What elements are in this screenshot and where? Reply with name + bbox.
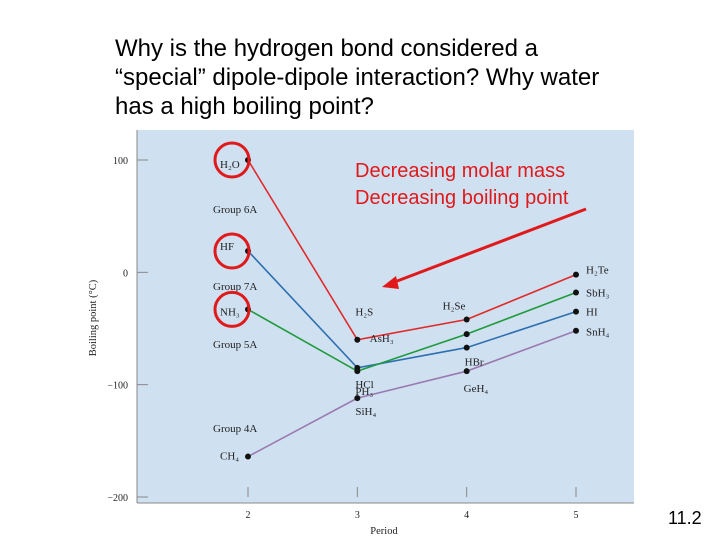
data-point	[245, 453, 251, 460]
x-tick-label: 5	[574, 510, 579, 521]
annotation-text: Decreasing molar mass Decreasing boiling…	[355, 158, 568, 212]
group-label: Group 4A	[213, 423, 257, 435]
compound-label: SnH₄	[586, 327, 610, 339]
compound-label: SiH₄	[355, 406, 376, 418]
data-point	[573, 327, 579, 334]
point-labels: H₂O H₂S H₂Se H₂Te HF HCl HBr HI NH₃ PH₃ AsH₃ SbH₃ CH…	[220, 159, 610, 463]
annotation-arrowhead	[382, 276, 399, 289]
compound-label: HBr	[465, 357, 484, 369]
series-name-labels: Group 6A Group 7A Group 5A Group 4A	[213, 204, 257, 435]
compound-label: CH₄	[220, 451, 239, 463]
y-axis-title: Boiling point (°C)	[88, 279, 99, 356]
highlight-circles	[213, 141, 251, 328]
compound-label: PH₃	[355, 386, 373, 398]
compound-label: HI	[586, 307, 598, 319]
series-line	[247, 291, 577, 373]
data-point	[463, 344, 470, 351]
compound-label: H₂S	[355, 307, 373, 319]
compound-label: GeH₄	[464, 383, 489, 395]
y-tick-label: −100	[107, 381, 128, 392]
data-point	[463, 331, 470, 338]
group-label: Group 5A	[213, 339, 257, 351]
y-tick-label: 100	[113, 156, 128, 167]
highlight-circle	[213, 141, 251, 179]
group-label: Group 6A	[213, 204, 257, 216]
x-tick-label: 3	[355, 510, 360, 521]
heading-line-3: has a high boiling point?	[115, 93, 374, 120]
axis-ticks: 100 0 −100 −200 2 3 4 5	[107, 156, 578, 521]
data-point	[573, 271, 579, 278]
annotation-line-2: Decreasing boiling point	[355, 187, 569, 209]
data-point	[354, 368, 361, 375]
annotation-line-1: Decreasing molar mass	[355, 160, 566, 182]
plot-background	[137, 130, 634, 503]
compound-label: HCl	[355, 379, 373, 391]
compound-label: H₂O	[220, 159, 240, 171]
compound-label: NH₃	[220, 306, 240, 318]
series-line	[247, 159, 577, 341]
data-point	[573, 289, 579, 296]
heading-line-1: Why is the hydrogen bond considered a	[115, 35, 538, 62]
compound-label: SbH₃	[586, 288, 610, 300]
x-tick-label: 4	[464, 510, 469, 521]
compound-label: H₂Te	[586, 265, 609, 277]
compound-label: H₂Se	[443, 301, 466, 313]
annotation-arrow	[391, 207, 587, 285]
y-tick-label: −200	[107, 493, 128, 504]
series-line	[247, 329, 577, 458]
slide-number: 11.2	[668, 508, 702, 528]
data-point	[354, 395, 361, 402]
series-line	[247, 250, 577, 369]
series-lines	[247, 159, 577, 458]
data-point	[573, 308, 579, 315]
data-point	[354, 336, 361, 343]
highlight-circle	[213, 290, 251, 328]
y-tick-label: 0	[123, 268, 128, 279]
x-tick-label: 2	[246, 510, 251, 521]
heading-line-2: “special” dipole-dipole interaction? Why…	[115, 64, 600, 91]
highlight-circle	[213, 232, 251, 270]
compound-label: AsH₃	[370, 333, 394, 345]
compound-label: HF	[220, 241, 234, 253]
slide-heading: Why is the hydrogen bond considered a “s…	[115, 34, 715, 121]
data-point	[463, 316, 470, 323]
data-point	[463, 368, 470, 375]
group-label: Group 7A	[213, 281, 257, 293]
x-axis-title: Period	[370, 526, 398, 537]
